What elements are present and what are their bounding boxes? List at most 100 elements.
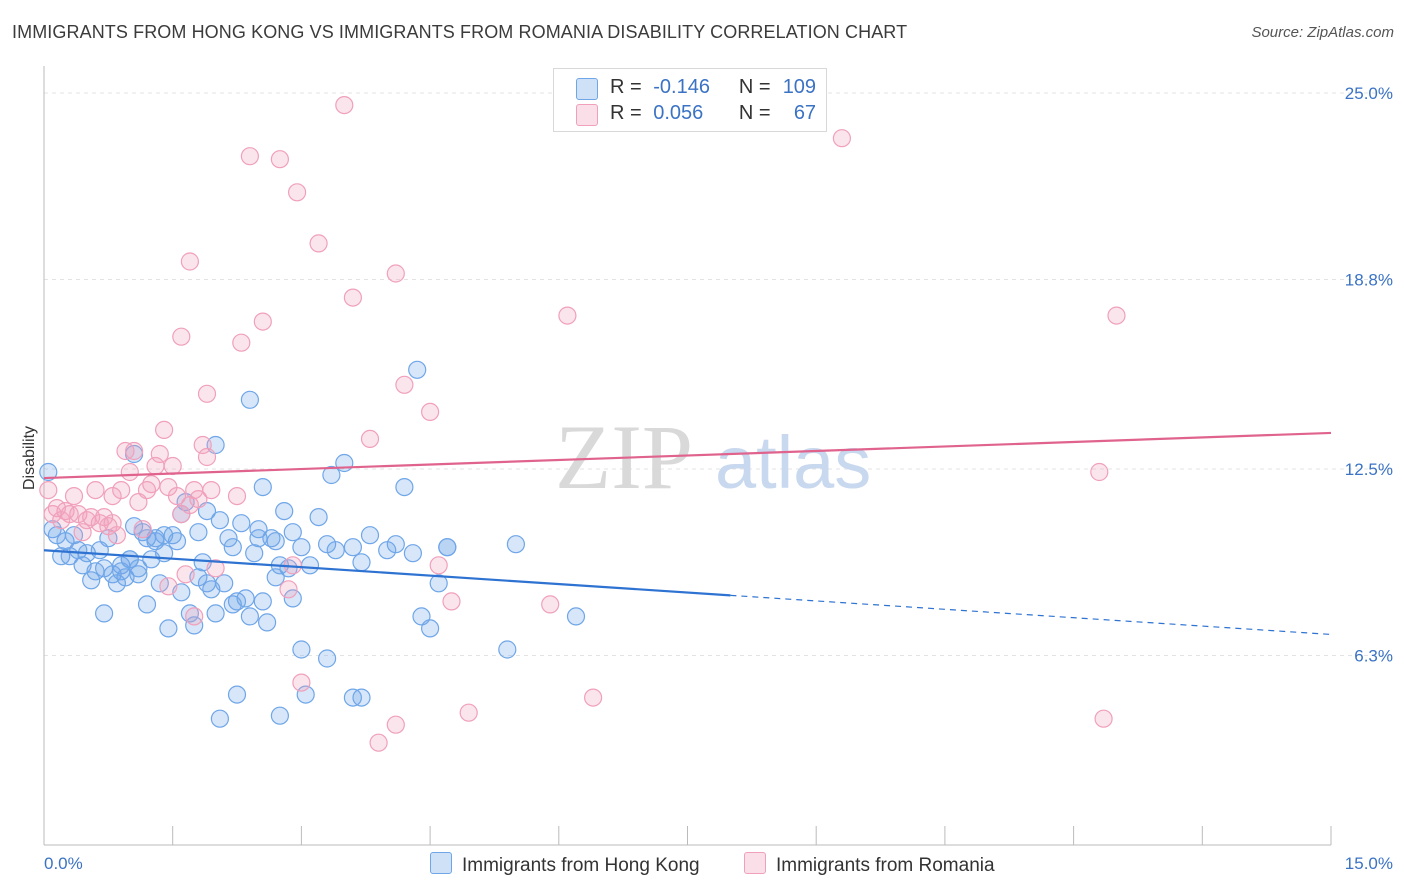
data-point (403, 544, 422, 563)
data-point (832, 129, 852, 148)
data-point (146, 529, 165, 548)
data-point (408, 360, 427, 379)
data-point (197, 384, 217, 403)
y-tick-label: 6.3% (1354, 647, 1393, 666)
data-point (541, 595, 560, 614)
data-point (227, 685, 247, 704)
data-point (318, 649, 337, 668)
series-romania (39, 95, 1126, 752)
data-point (249, 520, 268, 539)
data-point (103, 487, 122, 506)
x-tick-label: 15.0% (1345, 854, 1393, 873)
data-point (232, 514, 251, 533)
data-point (107, 526, 127, 545)
data-point (309, 507, 328, 527)
data-point (300, 556, 320, 575)
data-point (343, 288, 362, 307)
data-point (185, 607, 204, 626)
data-point (352, 553, 371, 572)
data-point (206, 559, 225, 578)
data-point (73, 523, 92, 542)
data-point (279, 580, 298, 599)
data-point (352, 688, 371, 707)
data-point (429, 556, 448, 575)
data-point (292, 538, 311, 557)
data-point (266, 532, 285, 551)
data-point (283, 589, 302, 608)
data-point (386, 715, 405, 734)
data-point (288, 183, 307, 202)
data-point (167, 532, 187, 551)
data-point (343, 538, 362, 557)
data-point (180, 252, 199, 271)
r-value: -0.146 (653, 76, 710, 98)
data-point (326, 541, 345, 560)
chart-title: IMMIGRANTS FROM HONG KONG VS IMMIGRANTS … (12, 22, 908, 42)
data-point (193, 435, 212, 455)
data-point (142, 475, 161, 494)
data-point (558, 306, 577, 325)
data-point (292, 673, 311, 692)
data-point (215, 574, 234, 593)
watermark-atlas: atlas (715, 421, 871, 504)
data-point (296, 685, 315, 704)
tick-labels: 6.3% 12.5% 18.8% 25.0% 0.0% 15.0% (44, 84, 1393, 873)
x-tick-label: 0.0% (44, 854, 83, 873)
data-point (197, 447, 217, 467)
data-point (240, 607, 259, 626)
data-point (421, 619, 440, 638)
data-point (125, 441, 144, 461)
data-point (227, 487, 247, 506)
y-tick-label: 12.5% (1345, 460, 1393, 479)
data-point (429, 574, 448, 593)
data-point (421, 402, 440, 421)
data-point (283, 523, 302, 542)
data-point (189, 523, 208, 542)
data-point (335, 95, 354, 115)
y-axis-title: Disability (21, 426, 38, 490)
n-value: 67 (793, 102, 817, 124)
source-label: Source: ZipAtlas.com (1251, 24, 1394, 41)
data-point (150, 444, 169, 464)
data-point (163, 456, 182, 476)
watermark: ZIP atlas (555, 406, 871, 508)
data-point (369, 733, 388, 752)
data-point (253, 592, 272, 611)
data-point (335, 453, 354, 473)
data-point (395, 375, 414, 394)
series-hong-kong (39, 360, 586, 728)
trend-line-hong-kong (43, 549, 731, 597)
data-point (1090, 462, 1109, 482)
data-points (39, 95, 1126, 752)
data-point (172, 327, 191, 346)
data-point (258, 613, 277, 632)
legend-item-hong-kong: Immigrants from Hong Kong (430, 852, 700, 877)
data-point (210, 511, 229, 530)
trend-lines (43, 431, 1332, 636)
data-point (395, 478, 414, 497)
r-label: R = (610, 76, 642, 98)
data-point (386, 535, 405, 554)
data-point (129, 565, 148, 584)
data-point (275, 502, 294, 521)
trend-line-hong-kong-extension (730, 594, 1332, 636)
n-label: N = (738, 76, 771, 98)
data-point (583, 688, 603, 707)
r-label: R = (610, 102, 642, 124)
data-point (219, 529, 238, 548)
legend-swatch-hong-kong (430, 852, 452, 874)
data-point (129, 559, 148, 578)
legend-swatch-romania (744, 852, 766, 874)
data-point (245, 544, 264, 563)
data-point (506, 535, 526, 554)
data-point (159, 619, 178, 638)
data-point (360, 526, 380, 545)
n-label: N = (738, 102, 771, 124)
data-point (223, 595, 242, 614)
data-point (498, 640, 517, 659)
data-point (266, 568, 285, 587)
r-value: 0.056 (653, 102, 704, 124)
legend-item-romania: Immigrants from Romania (744, 852, 995, 877)
data-point (189, 490, 208, 509)
data-point (232, 333, 251, 352)
